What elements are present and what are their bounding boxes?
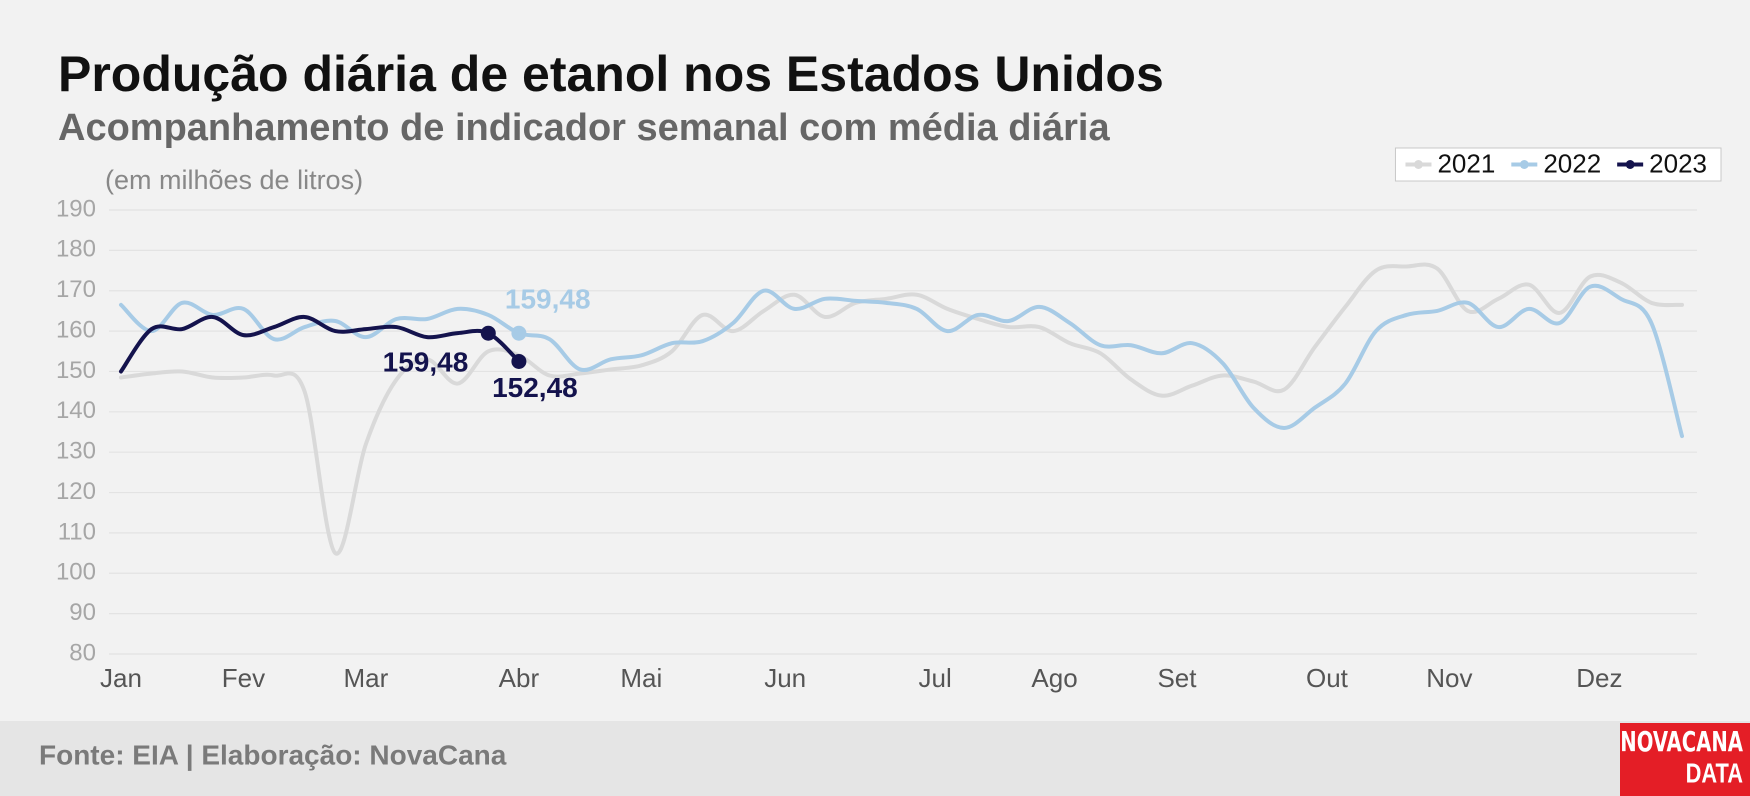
x-tick-label: Mar (343, 663, 388, 693)
grid: 80 90 100 110 120 130 140 150 160 170 180 190 Jan Fev… (56, 195, 1697, 693)
data-label: 159,48 (383, 347, 469, 378)
legend-marker (1625, 160, 1635, 169)
y-tick-label: 190 (56, 195, 96, 222)
chart-subtitle: Acompanhamento de indicador semanal com … (58, 107, 1110, 149)
legend: 2021 2022 2023 (1394, 147, 1722, 182)
logo-text: DATA (1686, 758, 1743, 789)
x-tick-label: Jul (919, 663, 952, 693)
x-tick-label: Mai (620, 663, 662, 693)
point-marker (511, 353, 527, 369)
footer-band (0, 721, 1750, 796)
y-tick-label: 150 (56, 357, 96, 384)
y-tick-label: 140 (56, 397, 96, 424)
y-tick-label: 110 (58, 518, 96, 545)
y-tick-label: 180 (56, 236, 96, 263)
legend-marker (1519, 160, 1529, 169)
y-tick-label: 120 (56, 478, 96, 505)
legend-box (1394, 147, 1722, 182)
legend-label: 2022 (1543, 148, 1601, 178)
y-axis-label: (em milhões de litros) (105, 165, 363, 195)
y-tick-label: 160 (56, 316, 96, 343)
x-tick-label: Nov (1426, 663, 1472, 693)
point-marker (511, 325, 527, 341)
legend-label: 2021 (1437, 148, 1495, 178)
source: Fonte: EIA | Elaboração: NovaCana (39, 739, 507, 770)
y-tick-label: 90 (69, 599, 96, 626)
data-label: 152,48 (492, 372, 578, 403)
x-tick-label: Abr (499, 663, 540, 693)
legend-label: 2023 (1649, 148, 1707, 178)
x-tick-label: Set (1157, 663, 1197, 693)
x-tick-label: Jun (764, 663, 806, 693)
x-tick-label: Jan (100, 663, 142, 693)
x-tick-label: Fev (222, 663, 265, 693)
logo-box (1620, 723, 1750, 796)
data-label: 159,48 (505, 284, 591, 315)
x-tick-label: Dez (1576, 663, 1622, 693)
y-tick-label: 130 (56, 438, 96, 465)
y-tick-label: 100 (56, 559, 96, 586)
y-tick-label: 170 (56, 276, 96, 303)
chart-title: Produção diária de etanol nos Estados Un… (58, 46, 1164, 102)
point-marker (480, 325, 496, 341)
series-line (119, 314, 521, 374)
series-line (119, 262, 1684, 556)
x-tick-label: Ago (1031, 663, 1077, 693)
legend-marker (1413, 160, 1423, 169)
background (0, 0, 1750, 721)
logo-text: NOVACANA (1620, 725, 1743, 757)
y-tick-label: 80 (69, 639, 96, 666)
x-tick-label: Out (1306, 663, 1349, 693)
plot: 159,48 159,48 152,48 (119, 262, 1684, 556)
